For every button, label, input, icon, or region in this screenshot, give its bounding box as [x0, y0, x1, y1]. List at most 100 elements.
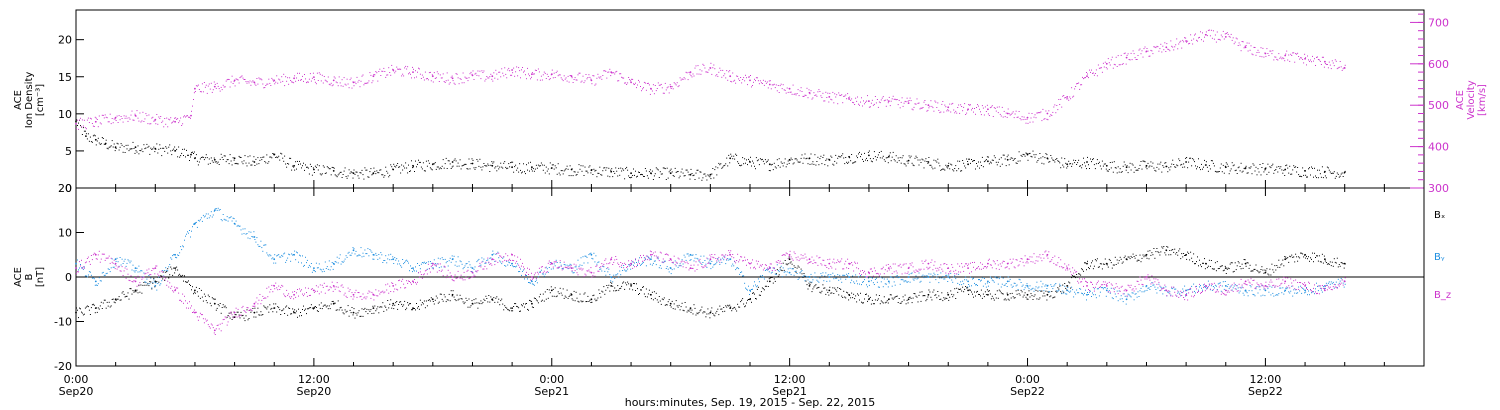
velocity-series-dot [253, 81, 255, 83]
density-series-dot [1011, 157, 1013, 159]
bx-series-dot [1021, 291, 1023, 293]
by-series-dot [195, 221, 197, 223]
by-series-dot [403, 263, 405, 265]
by-series-dot [448, 260, 450, 262]
density-series-dot [772, 169, 774, 171]
velocity-series-dot [1040, 111, 1042, 113]
by-series-dot [620, 274, 622, 276]
density-series-dot [108, 146, 110, 148]
density-series-dot [483, 163, 485, 164]
by-series-dot [785, 274, 787, 276]
velocity-series-dot [231, 75, 233, 77]
by-series-dot [415, 266, 416, 268]
by-series-dot [768, 271, 770, 273]
density-series-dot [648, 171, 650, 173]
density-series-dot [1333, 171, 1335, 173]
density-series-dot [677, 171, 679, 172]
velocity-series-point [1125, 56, 1128, 59]
density-series-dot [879, 157, 881, 159]
by-series-dot [906, 281, 908, 283]
density-series-dot [1124, 164, 1126, 166]
by-series-dot [122, 263, 124, 264]
velocity-series-dot [604, 70, 606, 72]
bx-series-dot [621, 285, 623, 287]
velocity-series-dot [572, 82, 574, 83]
by-series [75, 207, 1346, 305]
density-series-point [352, 172, 355, 175]
density-series-dot [1250, 166, 1252, 168]
velocity-series-dot [635, 82, 636, 84]
density-series-point [293, 164, 295, 167]
bx-series-dot [790, 261, 792, 263]
density-series-dot [906, 160, 908, 162]
density-series-dot [140, 150, 142, 152]
density-series-dot [1158, 168, 1160, 170]
velocity-series-dot [303, 80, 304, 82]
by-series-dot [307, 266, 309, 268]
density-series-dot [1132, 164, 1134, 166]
density-series-dot [1197, 166, 1198, 168]
density-series-dot [1288, 172, 1290, 174]
velocity-series-dot [634, 83, 635, 85]
density-series-dot [832, 163, 834, 165]
density-series-dot [1198, 158, 1199, 160]
by-series-dot [941, 277, 943, 279]
by-series-dot [395, 259, 397, 261]
density-series-dot [1245, 165, 1247, 167]
bx-series-dot [1119, 256, 1121, 258]
bx-series-dot [1205, 263, 1207, 265]
by-series-dot [731, 265, 733, 267]
velocity-series-dot [473, 79, 475, 80]
velocity-series-dot [127, 120, 129, 122]
velocity-series-dot [1201, 39, 1202, 41]
velocity-series-dot [810, 90, 812, 92]
by-series-dot [221, 220, 223, 222]
velocity-series-dot [954, 112, 956, 114]
density-series-dot [436, 166, 438, 168]
bx-series-dot [1016, 293, 1018, 295]
velocity-series-dot [1281, 58, 1283, 60]
velocity-series-dot [1235, 37, 1237, 39]
bx-series-dot [1283, 265, 1285, 267]
density-series-dot [1300, 175, 1302, 177]
bx-series-dot [1032, 299, 1034, 300]
bx-series-dot [519, 310, 521, 312]
velocity-series-dot [514, 75, 516, 77]
bx-series-dot [216, 307, 218, 309]
by-series-dot [879, 276, 881, 278]
by-series-dot [85, 275, 87, 277]
velocity-series-dot [186, 115, 187, 117]
velocity-series-dot [745, 74, 746, 76]
by-series-dot [854, 282, 856, 284]
bx-series-dot [237, 311, 239, 313]
density-series-dot [448, 160, 450, 162]
velocity-series-dot [122, 121, 124, 123]
density-series-dot [722, 166, 724, 168]
density-series-dot [218, 164, 220, 165]
velocity-series-dot [741, 82, 743, 84]
bx-series-dot [939, 299, 941, 300]
bx-series-dot [1145, 255, 1147, 257]
by-series-dot [876, 281, 878, 283]
by-series-dot [552, 268, 554, 270]
bx-series-dot [677, 306, 679, 308]
density-series-point [610, 170, 613, 173]
velocity-series-dot [1313, 60, 1314, 62]
bx-series-dot [186, 281, 187, 283]
by-series-dot [99, 280, 101, 282]
density-series-dot [244, 155, 246, 157]
velocity-series-dot [906, 97, 908, 99]
bx-series-dot [984, 291, 986, 293]
bx-series-dot [351, 307, 353, 308]
density-series-dot [164, 150, 166, 152]
velocity-series-dot [429, 71, 431, 73]
density-series-dot [1260, 174, 1262, 176]
bx-series-dot [746, 302, 747, 304]
by-series-dot [812, 279, 814, 281]
velocity-series-dot [175, 117, 177, 119]
by-series-dot [929, 281, 931, 283]
velocity-series-dot [694, 67, 696, 69]
velocity-series-dot [944, 104, 946, 106]
density-series-dot [180, 155, 182, 157]
by-series-dot [513, 266, 515, 268]
